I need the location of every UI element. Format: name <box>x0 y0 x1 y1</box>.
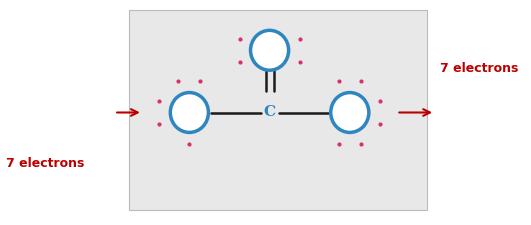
Text: C: C <box>263 106 276 119</box>
Ellipse shape <box>331 92 369 133</box>
Ellipse shape <box>251 30 289 70</box>
Text: 7 electrons: 7 electrons <box>6 157 85 170</box>
Ellipse shape <box>170 92 209 133</box>
Text: 7 electrons: 7 electrons <box>440 62 518 74</box>
FancyBboxPatch shape <box>129 10 427 210</box>
